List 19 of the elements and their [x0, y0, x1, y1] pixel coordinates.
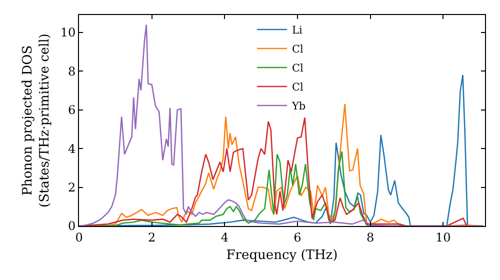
- y-tick-label: 10: [60, 26, 76, 40]
- line-series: [79, 24, 484, 226]
- y-tick-label: 4: [68, 142, 76, 156]
- legend-label: Yb: [291, 100, 306, 113]
- y-axis-title: Phonon projected DOS (States/THz·primitive cell): [20, 33, 52, 208]
- x-tick-label: 2: [148, 230, 156, 244]
- y-tick-label: 8: [68, 64, 76, 78]
- legend-label: Li: [292, 24, 303, 37]
- legend-label: Cl: [292, 44, 304, 56]
- x-tick-label: 10: [435, 230, 451, 244]
- legend-label: Cl: [292, 62, 304, 75]
- legend-label: Cl: [292, 82, 304, 94]
- x-axis-title: Frequency (THz): [226, 248, 338, 263]
- x-tick-label: 8: [366, 230, 374, 244]
- y-tick-label: 0: [68, 219, 76, 234]
- x-tick-label: 4: [220, 230, 229, 244]
- y-tick-label: 2: [68, 180, 76, 194]
- y-tick-label: 6: [68, 103, 76, 118]
- x-tick-label: 6: [294, 230, 302, 244]
